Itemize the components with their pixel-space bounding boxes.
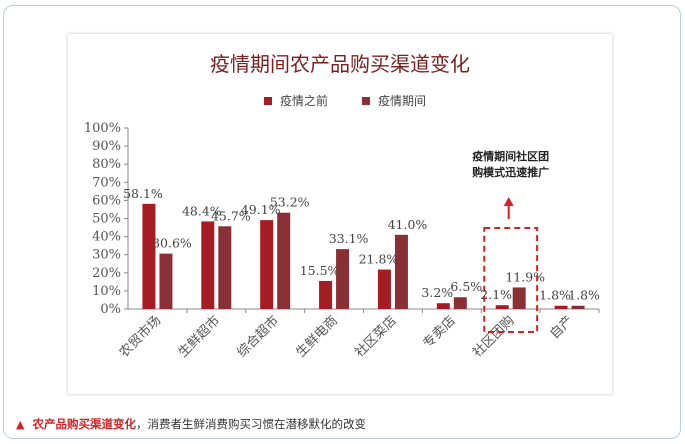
bar-during [512,287,526,309]
bar-before [201,221,215,309]
bar-during [394,234,408,309]
y-tick-label: 10% [92,284,121,299]
data-label-before: 58.1% [123,186,163,201]
x-category-label: 综合超市 [234,313,282,361]
annotation-line-2: 购模式迅速推广 [472,165,549,179]
bar-during [453,297,467,309]
y-tick-label: 80% [92,157,121,172]
y-tick-label: 100% [84,121,121,136]
bar-before [436,303,450,309]
data-label-before: 2.1% [480,287,512,302]
data-label-during: 41.0% [388,217,428,232]
bar-during [277,212,291,309]
data-label-during: 45.7% [211,208,251,223]
data-label-during: 53.2% [270,195,310,210]
legend-swatch-before [264,96,272,105]
legend-item-during: 疫情期间 [362,92,426,109]
bar-during [571,305,585,309]
chart-legend: 疫情之前 疫情期间 [264,92,426,109]
bar-during [159,253,173,309]
caption-text: ，消费者生鲜消费购买习惯在潜移默化的改变 [135,417,366,431]
bar-before [495,305,509,309]
y-tick-label: 50% [92,212,121,227]
annotation-line-1: 疫情期间社区团 [472,149,549,163]
x-category-label: 农贸市场 [116,313,164,361]
x-category-label: 自产 [547,313,576,342]
bar-before [377,269,391,309]
bar-during [336,249,350,309]
data-label-before: 3.2% [421,285,453,300]
y-tick-label: 20% [92,266,121,281]
x-category-label: 社区菜店 [352,313,400,361]
bar-before [142,203,156,309]
bar-before [260,220,274,309]
data-label-before: 15.5% [300,263,340,278]
data-label-during: 1.8% [568,288,600,303]
x-category-label: 专卖店 [420,313,458,351]
y-tick-label: 90% [92,139,121,154]
y-tick-label: 70% [92,175,121,190]
y-tick-label: 30% [92,248,121,263]
bar-plot: 0% 10% 20% 30% 40% 50% 60% 70% 80% 90% 100% 58.1% 30… [84,121,600,361]
x-category-label: 生鲜电商 [294,313,341,360]
data-label-before: 1.8% [539,288,571,303]
y-tick-label: 40% [92,230,121,245]
caption-highlight: 农产品购买渠道变化 [32,417,136,431]
y-tick-label: 60% [92,193,121,208]
data-label-before: 21.8% [359,252,399,267]
y-tick-label: 0% [100,302,121,317]
figure-caption: ▲ 农产品购买渠道变化 ，消费者生鲜消费购买习惯在潜移默化的改变 [16,416,366,432]
x-category-label: 社区团购 [469,313,517,361]
bar-during [218,226,232,309]
caption-triangle-icon: ▲ [16,417,25,431]
data-label-before: 48.4% [182,203,222,218]
data-label-during: 33.1% [329,231,369,246]
data-label-during: 6.5% [450,279,482,294]
bar-before [319,280,333,309]
legend-swatch-during [362,96,371,105]
article-frame: 疫情期间农产品购买渠道变化 疫情之前 疫情期间 0% 10% 20% 30% 40% 50… [3,5,681,439]
legend-item-before: 疫情之前 [264,92,328,109]
data-label-before: 49.1% [241,202,281,217]
highlight-dashed-box [483,227,539,333]
bar-before [554,305,568,309]
chart-title: 疫情期间农产品购买渠道变化 [210,52,470,76]
chart-container: 疫情期间农产品购买渠道变化 疫情之前 疫情期间 0% 10% 20% 30% 40% 50… [68,34,612,394]
data-label-during: 11.9% [505,269,545,284]
data-label-during: 30.6% [152,236,192,251]
annotation-arrow-head [503,197,514,206]
legend-label-before: 疫情之前 [280,94,329,108]
legend-label-during: 疫情期间 [378,94,427,108]
x-category-label: 生鲜超市 [175,313,223,361]
